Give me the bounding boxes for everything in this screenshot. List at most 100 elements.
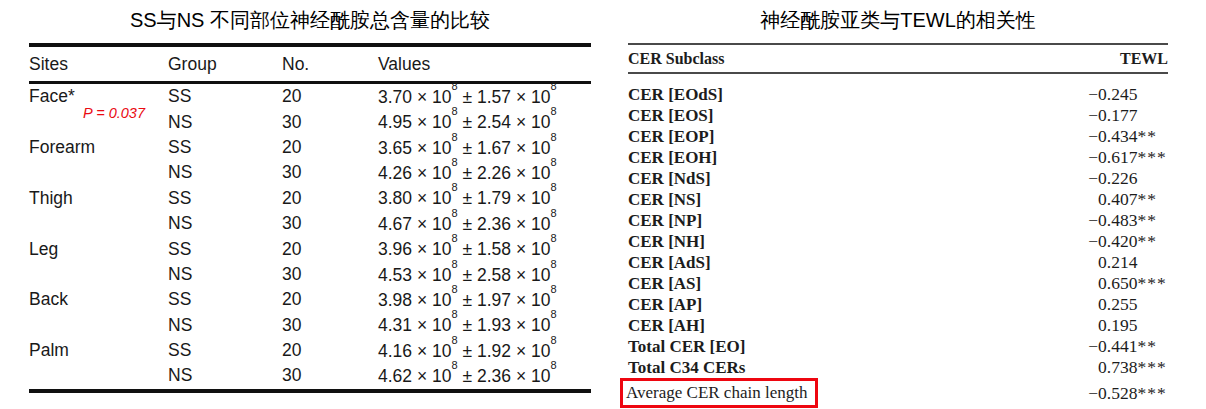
sd-value: 1.79 (477, 188, 511, 208)
tewl-value-cell: −0.226 (1086, 168, 1168, 189)
exponent: 8 (550, 232, 556, 244)
cer-subclass-cell: CER [NS] (628, 189, 1086, 210)
p-value-annotation: P = 0.037 (83, 105, 145, 121)
exponent: 8 (451, 308, 457, 320)
tewl-value: −0.483** (1086, 210, 1168, 231)
sd-value: 1.93 (477, 315, 511, 335)
sample-count: 30 (282, 315, 301, 335)
tewl-value-cell: 0.195 (1086, 315, 1168, 336)
site-cell (29, 363, 168, 390)
value-number: 0.441 (1098, 336, 1137, 357)
tewl-value: −0.420** (1086, 231, 1168, 252)
value-sign: − (1086, 336, 1098, 357)
cer-subclass-label: CER [EOP] (628, 127, 714, 146)
group-cell: NS (168, 363, 282, 390)
table-row: ForearmSS203.65 × 108 ± 1.67 × 108 (29, 135, 591, 160)
group-cell: NS (168, 211, 282, 236)
sample-count: 20 (282, 340, 301, 360)
column-header-no: No. (282, 45, 378, 83)
cer-subclass-cell: CER [NP] (628, 210, 1086, 231)
times-ten: × 10 (412, 137, 451, 157)
times-ten: × 10 (511, 341, 550, 361)
site-cell: Thigh (29, 186, 168, 211)
cer-subclass-cell: CER [NH] (628, 231, 1086, 252)
times-ten: × 10 (511, 315, 550, 335)
significance-stars: *** (1137, 383, 1166, 404)
sample-count: 30 (282, 162, 301, 182)
times-ten: × 10 (511, 290, 550, 310)
exponent: 8 (550, 181, 556, 193)
exponent: 8 (451, 232, 457, 244)
sample-count: 20 (282, 239, 301, 259)
group-label: NS (168, 213, 192, 233)
group-cell: NS (168, 109, 282, 134)
sample-count-cell: 30 (282, 262, 378, 287)
value-cell: 3.70 × 108 ± 1.57 × 108 (378, 83, 591, 110)
significance-stars: ** (1137, 231, 1157, 252)
cer-subclass-cell: CER [EOdS] (628, 84, 1086, 105)
exponent: 8 (451, 258, 457, 270)
tewl-value-cell: −0.441** (1086, 336, 1168, 357)
plus-minus: ± (458, 112, 477, 132)
site-label: Leg (29, 239, 58, 259)
sample-count-cell: 20 (282, 83, 378, 110)
exponent: 8 (550, 131, 556, 143)
cer-subclass-cell: CER [EOS] (628, 105, 1086, 126)
site-cell: Palm (29, 338, 168, 363)
cer-subclass-label: CER [AdS] (628, 253, 711, 272)
cer-subclass-label: Total CER [EO] (628, 337, 745, 356)
sample-count: 20 (282, 86, 301, 106)
site-cell (29, 262, 168, 287)
significance-stars: ** (1137, 210, 1157, 231)
site-label: Back (29, 289, 68, 309)
value-number: 0.255 (1098, 294, 1137, 315)
site-label: Palm (29, 340, 69, 360)
group-label: SS (168, 340, 191, 360)
value-number: 0.226 (1098, 168, 1137, 189)
plus-minus: ± (458, 239, 477, 259)
mean-value: 3.65 (378, 137, 412, 157)
times-ten: × 10 (412, 290, 451, 310)
value-number: 0.195 (1098, 315, 1137, 336)
times-ten: × 10 (412, 341, 451, 361)
group-label: SS (168, 239, 191, 259)
tewl-value-cell: −0.177 (1086, 105, 1168, 126)
cer-subclass-label: CER [NP] (628, 211, 702, 230)
exponent: 8 (550, 283, 556, 295)
times-ten: × 10 (511, 137, 550, 157)
cer-subclass-label: CER [AP] (628, 295, 702, 314)
sd-value: 1.58 (477, 239, 511, 259)
cer-subclass-cell: CER [AdS] (628, 252, 1086, 273)
tewl-value-cell: −0.420** (1086, 231, 1168, 252)
value-cell: 4.53 × 108 ± 2.58 × 108 (378, 262, 591, 287)
site-label: Forearm (29, 137, 95, 157)
exponent: 8 (451, 359, 457, 371)
value-sign: − (1086, 147, 1098, 168)
sample-count: 20 (282, 289, 301, 309)
sd-value: 1.97 (477, 290, 511, 310)
sd-value: 2.58 (477, 264, 511, 284)
value-number: 0.528 (1098, 383, 1137, 404)
group-label: SS (168, 188, 191, 208)
group-label: NS (168, 315, 192, 335)
value-cell: 4.62 × 108 ± 2.36 × 108 (378, 363, 591, 390)
tewl-value: 0.738*** (1086, 357, 1168, 378)
mean-value: 3.96 (378, 239, 412, 259)
value-number: 0.434 (1098, 126, 1137, 147)
exponent: 8 (550, 80, 556, 92)
value-number: 0.738 (1098, 357, 1137, 378)
value-number: 0.650 (1098, 273, 1137, 294)
table-row: Total CER [EO] −0.441** (628, 336, 1168, 357)
table-row: CER [AH]0.195 (628, 315, 1168, 336)
table-row: NS304.62 × 108 ± 2.36 × 108 (29, 363, 591, 390)
left-table-title: SS与NS 不同部位神经酰胺总含量的比较 (29, 0, 591, 43)
value-sign: − (1086, 210, 1098, 231)
times-ten: × 10 (511, 87, 550, 107)
tewl-value-cell: −0.245 (1086, 84, 1168, 105)
table-row: Palm SS 20 4.16 × 108 ± 1.92 × 108 (29, 338, 591, 363)
column-header-cer-subclass: CER Subclass (628, 44, 1086, 73)
group-cell: SS (168, 236, 282, 261)
plus-minus: ± (458, 137, 477, 157)
value-cell: 4.16 × 108 ± 1.92 × 108 (378, 338, 591, 363)
exponent: 8 (550, 359, 556, 371)
